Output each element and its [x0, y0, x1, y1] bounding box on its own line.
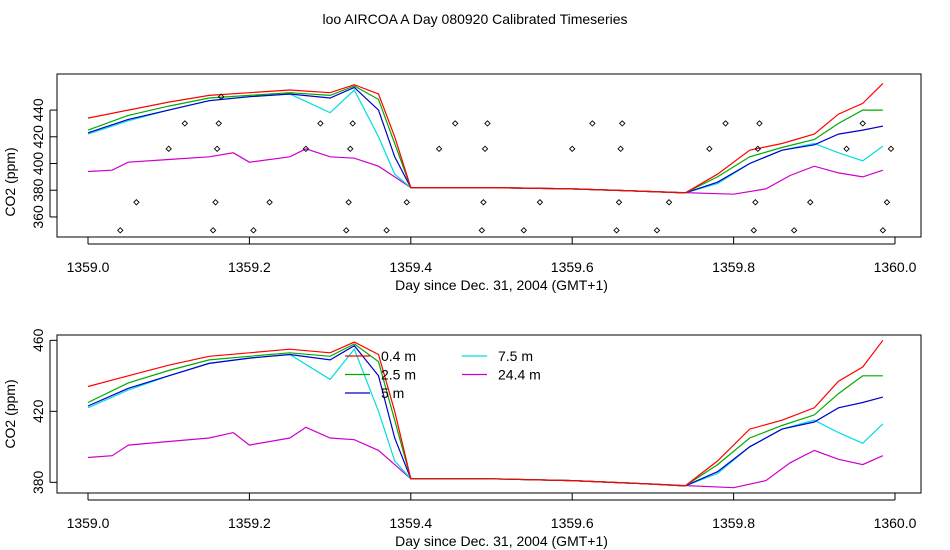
x-tick-label: 1359.4: [389, 515, 432, 531]
diamond-marker: [752, 199, 759, 206]
diamond-marker: [213, 145, 221, 153]
diamond-marker: [536, 199, 544, 206]
plot-frame: [56, 334, 922, 494]
plot-frame: [56, 73, 922, 238]
legend-label: 2.5 m: [381, 367, 416, 383]
series-line-5: [87, 148, 884, 195]
diamond-marker: [484, 120, 491, 127]
diamond-marker: [887, 145, 895, 153]
y-tick-label: 380: [30, 470, 46, 494]
diamond-marker: [343, 227, 350, 234]
diamond-marker: [883, 199, 891, 206]
x-tick-label: 1359.6: [551, 259, 594, 275]
panel-1: 1359.0 1359.2 1359.4 1359.6 1359.8 1360.0 360 3…: [2, 73, 922, 293]
x-tick-label: 1359.4: [389, 259, 432, 275]
diamond-marker: [754, 145, 762, 153]
diamond-marker: [589, 120, 596, 127]
x-tick-label: 1359.8: [712, 259, 755, 275]
diamond-marker: [133, 199, 140, 206]
y-tick-label: 360: [30, 205, 46, 229]
series-line-2: [87, 343, 883, 487]
diamond-marker: [165, 145, 172, 153]
y-tick-label: 460: [30, 328, 46, 352]
diamond-marker: [302, 145, 310, 153]
x-tick-label: 1359.0: [67, 515, 110, 531]
diamond-marker: [790, 227, 798, 234]
series-line-3: [87, 86, 884, 194]
figure-title: loo AIRCOA A Day 080920 Calibrated Times…: [322, 11, 628, 27]
diamond-marker: [653, 227, 661, 234]
series-line-5: [87, 426, 884, 489]
diamond-marker: [807, 199, 814, 206]
diamond-marker: [520, 227, 528, 234]
x-axis-label: Day since Dec. 31, 2004 (GMT+1): [395, 533, 608, 549]
x-axis-label: Day since Dec. 31, 2004 (GMT+1): [395, 277, 608, 293]
series-line-4: [87, 89, 884, 194]
diamond-marker: [181, 120, 189, 127]
y-tick-label: 420: [30, 125, 46, 149]
diamond-marker: [349, 120, 356, 127]
x-tick-label: 1359.6: [551, 515, 594, 531]
diamond-marker: [435, 145, 443, 153]
diamond-marker: [347, 145, 354, 153]
diamond-marker: [665, 199, 673, 206]
series-line-1: [87, 82, 884, 194]
diamond-marker: [756, 120, 763, 127]
diamond-marker: [209, 227, 217, 234]
diamond-marker: [478, 227, 486, 234]
legend-label: 24.4 m: [498, 367, 541, 383]
y-tick-label: 440: [30, 98, 46, 122]
diamond-marker: [317, 120, 324, 127]
diamond-marker: [215, 120, 222, 127]
x-tick-label: 1359.2: [228, 259, 271, 275]
y-tick-label: 420: [30, 399, 46, 423]
x-tick-label: 1360.0: [874, 259, 917, 275]
x-tick-label: 1359.8: [712, 515, 755, 531]
diamond-marker: [750, 227, 758, 234]
diamond-marker: [722, 120, 729, 127]
y-axis-label: CO2 (ppm): [2, 147, 18, 216]
diamond-marker: [403, 199, 411, 206]
y-axis-label: CO2 (ppm): [2, 379, 18, 448]
x-tick-label: 1359.2: [228, 515, 271, 531]
diamond-marker: [618, 120, 626, 127]
diamond-marker: [480, 199, 487, 206]
diamond-marker: [843, 145, 850, 153]
diamond-marker: [212, 199, 219, 206]
series-line-2: [87, 85, 883, 194]
x-tick-label: 1360.0: [874, 515, 917, 531]
legend-label: 5 m: [381, 385, 404, 401]
x-tick-label: 1359.0: [67, 259, 110, 275]
diamond-marker: [859, 120, 866, 127]
diamond-marker: [345, 199, 352, 206]
series-line-1: [87, 339, 884, 487]
y-tick-label: 400: [30, 152, 46, 176]
diamond-marker: [266, 199, 273, 206]
diamond-marker: [568, 145, 576, 153]
diamond-marker: [706, 145, 713, 153]
diamond-marker: [613, 227, 620, 234]
diamond-marker: [879, 227, 887, 234]
legend-label: 7.5 m: [498, 348, 533, 364]
diamond-marker: [451, 120, 459, 127]
diamond-marker: [481, 145, 489, 153]
series-line-3: [87, 344, 884, 487]
diamond-marker: [250, 227, 257, 234]
diamond-marker: [117, 227, 124, 234]
diamond-marker: [383, 227, 390, 234]
legend-label: 0.4 m: [381, 348, 416, 364]
series-line-4: [87, 348, 884, 487]
panel-2: 1359.0 1359.2 1359.4 1359.6 1359.8 1360.0 380 4…: [2, 328, 922, 549]
y-tick-label: 380: [30, 178, 46, 202]
diamond-marker: [217, 93, 225, 100]
diamond-marker: [617, 145, 624, 153]
diamond-marker: [615, 199, 623, 206]
